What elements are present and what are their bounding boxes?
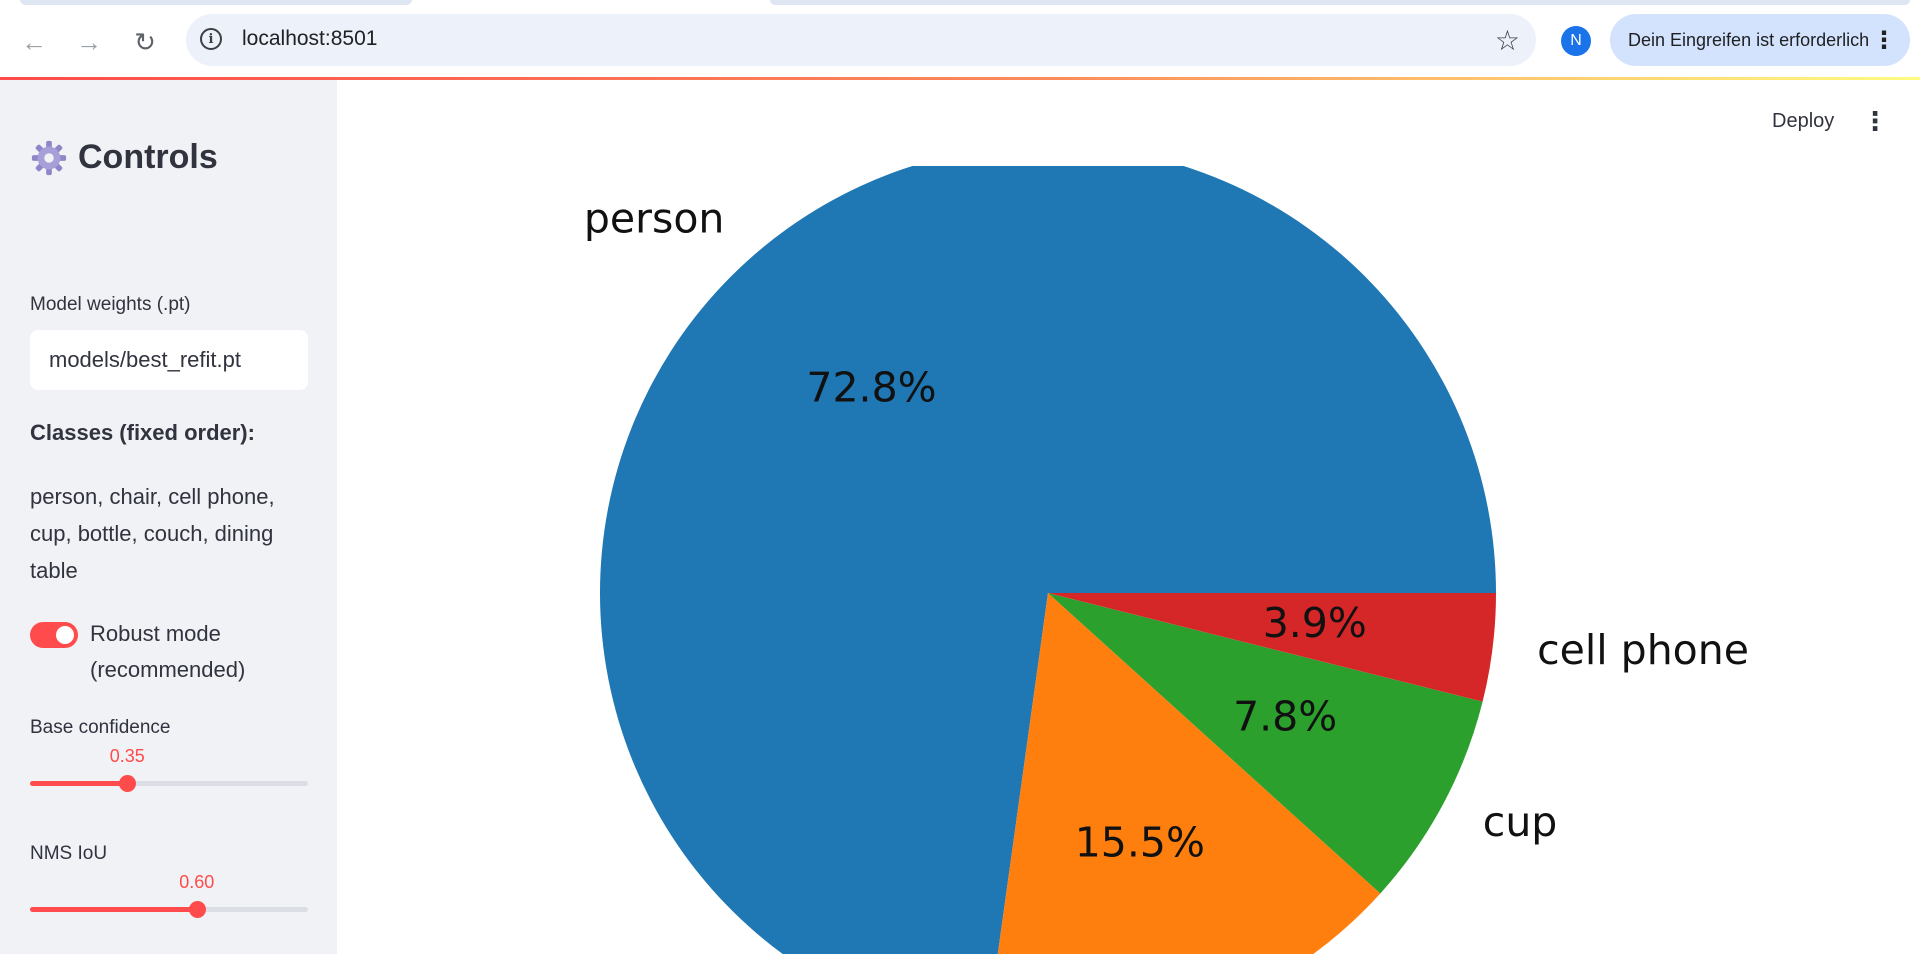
- address-url[interactable]: localhost:8501: [242, 27, 378, 50]
- tab-strip-hint: [20, 0, 412, 5]
- slider-fill: [30, 781, 128, 786]
- sidebar: [0, 80, 337, 954]
- slider-fill: [30, 907, 197, 912]
- classes-heading: Classes (fixed order):: [30, 420, 255, 445]
- tab-strip-hint: [770, 0, 1910, 5]
- pie-percent-label: 15.5%: [1075, 819, 1205, 867]
- nms-iou-slider[interactable]: [30, 901, 308, 918]
- base-confidence-label: Base confidence: [30, 717, 171, 738]
- pie-slice-label: person: [584, 194, 725, 242]
- back-button[interactable]: ←: [16, 24, 52, 60]
- star-icon[interactable]: ☆: [1494, 25, 1520, 56]
- toggle-knob: [56, 626, 74, 644]
- app-top-decoration: [0, 77, 1920, 80]
- pie-slice: [600, 166, 1496, 954]
- attention-required-button[interactable]: Dein Eingreifen ist erforderlich ⋮: [1610, 14, 1910, 66]
- browser-chrome: ← → ↻ i localhost:8501 ☆ N Dein Eingreif…: [0, 0, 1920, 78]
- sidebar-title-text: Controls: [78, 138, 218, 176]
- address-bar[interactable]: i localhost:8501 ☆: [186, 14, 1536, 66]
- pie-slice: [1048, 593, 1496, 702]
- profile-avatar[interactable]: N: [1561, 26, 1591, 56]
- robust-mode-toggle[interactable]: [30, 622, 78, 648]
- kebab-menu-icon[interactable]: ⋮: [1872, 27, 1896, 54]
- arrow-right-icon: →: [76, 26, 102, 57]
- slider-thumb[interactable]: [188, 901, 206, 918]
- class-distribution-pie-chart: 72.8% person 15.5% 7.8% cup 3.9% cell phone: [584, 166, 1749, 954]
- pie-slice: [997, 593, 1381, 954]
- pie-percent-label: 3.9%: [1263, 599, 1367, 647]
- pie-percent-label: 72.8%: [806, 363, 936, 411]
- attention-text: Dein Eingreifen ist erforderlich: [1628, 30, 1870, 50]
- classes-list: person, chair, cell phone, cup, bottle, …: [30, 484, 275, 583]
- slider-thumb[interactable]: [119, 775, 137, 792]
- model-weights-input[interactable]: [30, 330, 308, 390]
- nms-iou-value: 0.60: [179, 872, 215, 892]
- gear-icon: [31, 140, 67, 175]
- arrow-left-icon: ←: [21, 26, 47, 57]
- kebab-menu-icon[interactable]: ⋮: [1862, 106, 1888, 136]
- forward-button[interactable]: →: [71, 24, 107, 60]
- reload-icon: ↻: [134, 26, 156, 57]
- base-confidence-slider[interactable]: [30, 775, 308, 792]
- deploy-button[interactable]: Deploy: [1772, 110, 1835, 132]
- site-info-icon[interactable]: i: [200, 28, 222, 50]
- sidebar-title: Controls: [30, 138, 218, 177]
- reload-button[interactable]: ↻: [127, 24, 163, 60]
- pie-percent-label: 7.8%: [1233, 693, 1337, 741]
- nms-iou-label: NMS IoU: [30, 843, 108, 864]
- pie-slice-label: cell phone: [1537, 626, 1749, 674]
- model-weights-label: Model weights (.pt): [30, 294, 191, 315]
- robust-mode-label[interactable]: Robust mode (recommended): [90, 621, 246, 682]
- base-confidence-value: 0.35: [109, 746, 145, 766]
- pie-slice-label: cup: [1483, 798, 1558, 846]
- pie-slice: [1048, 593, 1483, 894]
